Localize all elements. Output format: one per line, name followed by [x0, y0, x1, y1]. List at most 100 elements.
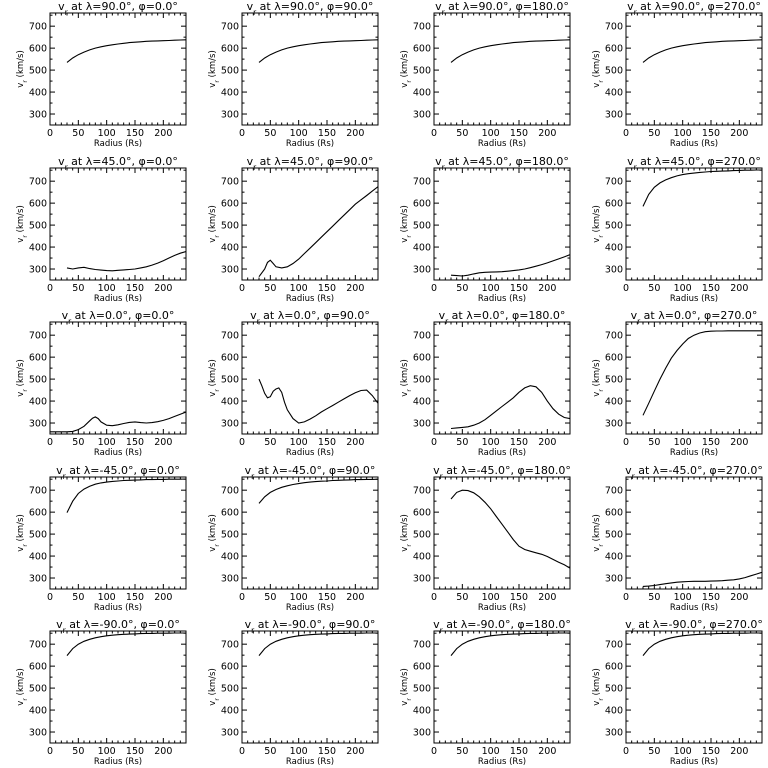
x-tick-label: 50 — [264, 592, 276, 603]
x-tick-label: 50 — [456, 283, 468, 294]
x-axis-label: Radius (Rs) — [286, 139, 334, 149]
y-tick-label: 300 — [29, 728, 47, 739]
y-tick-label: 600 — [413, 199, 431, 210]
y-tick-label: 300 — [413, 110, 431, 121]
y-tick-label: 600 — [221, 353, 239, 364]
x-tick-label: 200 — [538, 437, 556, 448]
series-line — [450, 489, 570, 569]
series-line — [66, 632, 186, 656]
x-tick-label: 150 — [702, 746, 720, 757]
y-tick-label: 500 — [29, 66, 47, 77]
y-tick-label: 500 — [413, 684, 431, 695]
x-tick-label: 0 — [623, 283, 629, 294]
y-tick-label: 600 — [413, 662, 431, 673]
series-line — [642, 632, 762, 656]
x-tick-label: 150 — [318, 437, 336, 448]
x-tick-label: 100 — [674, 592, 692, 603]
y-tick-label: 700 — [29, 331, 47, 342]
plot-frame — [433, 321, 571, 435]
y-tick-label: 700 — [413, 22, 431, 33]
y-tick-label: 700 — [29, 22, 47, 33]
y-tick-label: 400 — [221, 397, 239, 408]
y-tick-label: 500 — [413, 375, 431, 386]
x-tick-label: 100 — [674, 128, 692, 139]
plot-frame — [433, 167, 571, 281]
x-tick-label: 0 — [623, 746, 629, 757]
x-tick-label: 200 — [154, 592, 172, 603]
x-tick-label: 200 — [538, 746, 556, 757]
panel-title: vr at λ=-90.0°, φ=180.0° — [433, 618, 571, 635]
panel-title: vr at λ=45.0°, φ=90.0° — [247, 155, 374, 172]
panel-title: vr at λ=-90.0°, φ=90.0° — [245, 618, 376, 635]
x-tick-label: 100 — [290, 592, 308, 603]
x-axis-label: Radius (Rs) — [94, 294, 142, 304]
y-tick-label: 600 — [221, 44, 239, 55]
y-tick-label: 700 — [221, 640, 239, 651]
series-line — [642, 330, 762, 416]
x-tick-label: 50 — [648, 592, 660, 603]
x-axis-label: Radius (Rs) — [286, 448, 334, 458]
panel-4: vr at λ=90.0°, φ=270.0° 0 50 100 150 200 300 40… — [592, 0, 763, 149]
x-axis-label: Radius (Rs) — [670, 448, 718, 458]
y-tick-label: 500 — [221, 66, 239, 77]
panel-title: vr at λ=-45.0°, φ=0.0° — [56, 464, 180, 481]
x-tick-label: 100 — [98, 592, 116, 603]
x-tick-label: 100 — [98, 128, 116, 139]
y-tick-label: 500 — [605, 684, 623, 695]
x-tick-label: 50 — [456, 746, 468, 757]
series-line — [50, 411, 186, 433]
x-tick-label: 100 — [290, 128, 308, 139]
y-tick-label: 400 — [29, 552, 47, 563]
x-tick-label: 200 — [346, 592, 364, 603]
y-axis-label: vr (km/s) — [400, 205, 413, 243]
x-tick-label: 50 — [264, 746, 276, 757]
series-line — [450, 385, 570, 430]
x-tick-label: 0 — [431, 437, 437, 448]
y-axis-label: vr (km/s) — [592, 359, 605, 397]
series-line — [450, 632, 570, 656]
x-tick-label: 100 — [482, 746, 500, 757]
panel-5: vr at λ=45.0°, φ=0.0° 0 50 100 150 200 300 400 5… — [16, 155, 187, 304]
x-tick-label: 200 — [346, 128, 364, 139]
x-tick-label: 50 — [456, 128, 468, 139]
x-axis-label: Radius (Rs) — [478, 448, 526, 458]
series-line — [258, 378, 378, 424]
x-tick-label: 200 — [538, 283, 556, 294]
y-tick-label: 600 — [605, 662, 623, 673]
y-tick-label: 700 — [605, 177, 623, 188]
y-tick-label: 400 — [29, 243, 47, 254]
panel-3: vr at λ=90.0°, φ=180.0° 0 50 100 150 200 300 40… — [400, 0, 571, 149]
x-axis-label: Radius (Rs) — [286, 603, 334, 613]
x-axis-label: Radius (Rs) — [670, 603, 718, 613]
y-tick-label: 500 — [413, 66, 431, 77]
x-tick-label: 50 — [648, 128, 660, 139]
y-tick-label: 400 — [605, 88, 623, 99]
x-tick-label: 100 — [482, 283, 500, 294]
x-tick-label: 100 — [674, 746, 692, 757]
y-tick-label: 400 — [605, 243, 623, 254]
x-tick-label: 0 — [47, 283, 53, 294]
panel-7: vr at λ=45.0°, φ=180.0° 0 50 100 150 200 300 40… — [400, 155, 571, 304]
x-tick-label: 100 — [98, 437, 116, 448]
y-tick-label: 600 — [221, 508, 239, 519]
x-tick-label: 200 — [730, 746, 748, 757]
panel-15: vr at λ=-45.0°, φ=180.0° 0 50 100 150 200 300 4… — [400, 464, 571, 613]
x-tick-label: 0 — [239, 283, 245, 294]
plot-frame — [625, 630, 763, 744]
series-line — [642, 169, 762, 207]
panel-title: vr at λ=0.0°, φ=90.0° — [250, 309, 370, 326]
y-axis-label: vr (km/s) — [400, 668, 413, 706]
y-tick-label: 700 — [413, 486, 431, 497]
y-tick-label: 700 — [29, 177, 47, 188]
y-tick-label: 500 — [221, 684, 239, 695]
y-tick-label: 700 — [221, 486, 239, 497]
panel-8: vr at λ=45.0°, φ=270.0° 0 50 100 150 200 300 40… — [592, 155, 763, 304]
x-tick-label: 100 — [98, 746, 116, 757]
panel-title: vr at λ=45.0°, φ=270.0° — [627, 155, 761, 172]
series-line — [66, 39, 186, 63]
y-tick-label: 300 — [605, 574, 623, 585]
y-axis-label: vr (km/s) — [400, 359, 413, 397]
plot-frame — [433, 476, 571, 590]
x-axis-label: Radius (Rs) — [286, 294, 334, 304]
y-tick-label: 700 — [29, 486, 47, 497]
